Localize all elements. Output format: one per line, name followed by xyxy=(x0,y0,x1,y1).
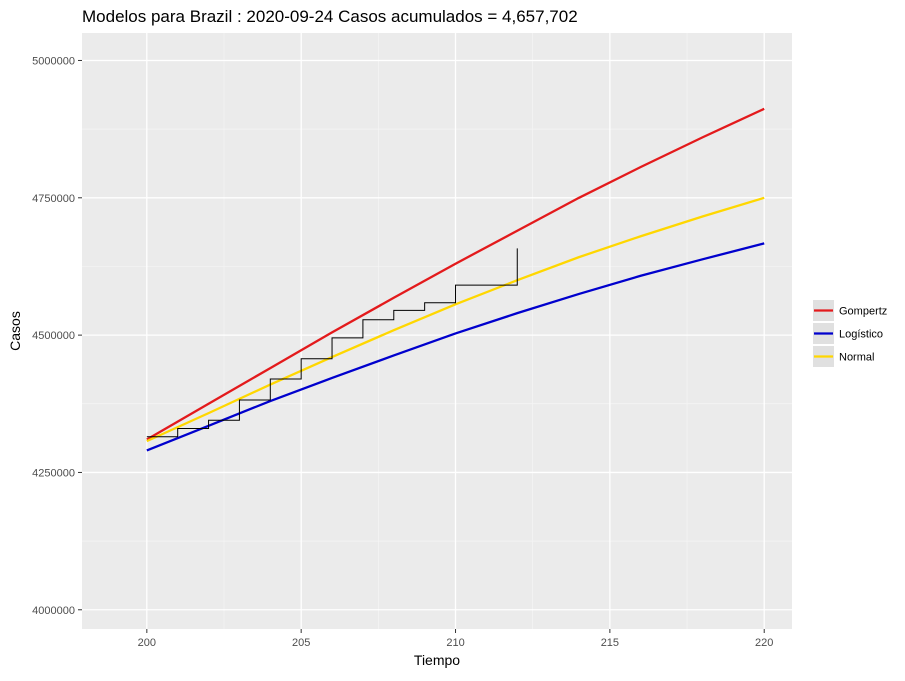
series-line-gompertz xyxy=(146,107,765,441)
legend-item-logístico: Logístico xyxy=(813,323,883,344)
legend-item-gompertz: Gompertz xyxy=(813,300,887,321)
legend-label: Normal xyxy=(839,352,874,364)
observed-layer xyxy=(146,248,518,438)
legend-label: Logístico xyxy=(839,329,883,341)
x-tick-label: 200 xyxy=(138,637,156,649)
y-tick-label: 5000000 xyxy=(32,55,75,67)
y-axis: 4000000 4250000 4500000 4750000 5000000 xyxy=(32,55,82,617)
legend-label: Gompertz xyxy=(839,306,887,318)
legend-item-normal: Normal xyxy=(813,346,874,367)
x-tick-label: 215 xyxy=(601,637,619,649)
legend: Gompertz Logístico Normal xyxy=(813,300,887,367)
x-tick-label: 220 xyxy=(755,637,773,649)
series-layer xyxy=(146,107,765,452)
y-tick-label: 4250000 xyxy=(32,467,75,479)
plot-panel xyxy=(82,33,792,629)
x-axis-title: Tiempo xyxy=(414,652,460,668)
observed-step-line xyxy=(146,248,518,438)
grid-major xyxy=(82,33,792,629)
chart-title: Modelos para Brazil : 2020-09-24 Casos a… xyxy=(82,7,578,26)
x-tick-label: 205 xyxy=(292,637,310,649)
series-line-normal xyxy=(146,196,765,443)
y-tick-label: 4500000 xyxy=(32,330,75,342)
y-axis-title: Casos xyxy=(7,311,23,351)
y-tick-label: 4000000 xyxy=(32,605,75,617)
series-line-logístico xyxy=(146,242,765,452)
x-axis: 200 205 210 215 220 xyxy=(138,629,773,649)
x-tick-label: 210 xyxy=(446,637,464,649)
grid-minor xyxy=(82,33,792,629)
y-tick-label: 4750000 xyxy=(32,193,75,205)
